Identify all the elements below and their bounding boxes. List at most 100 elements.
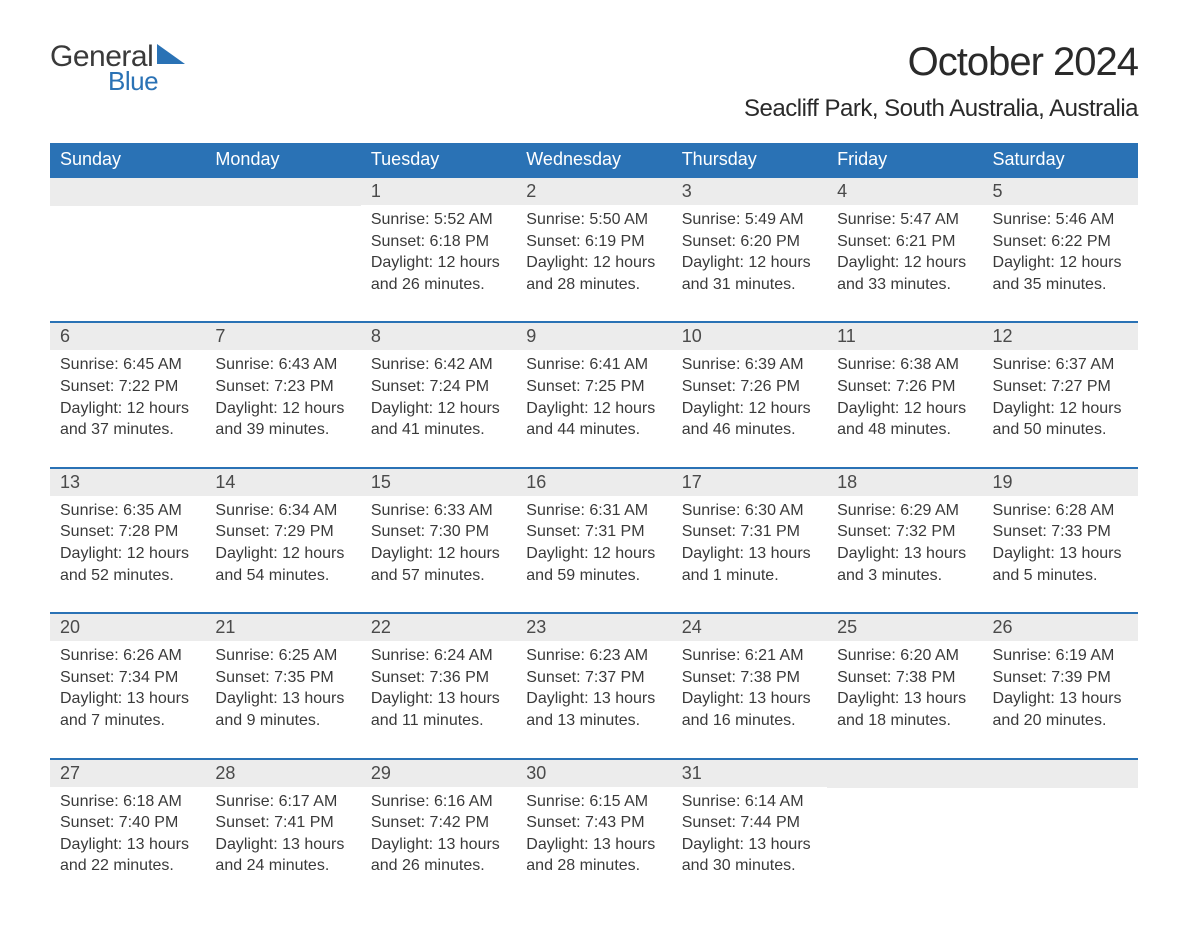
sunset-text: Sunset: 6:20 PM [682, 231, 817, 253]
day-number: 3 [672, 178, 827, 205]
calendar-cell: 12Sunrise: 6:37 AMSunset: 7:27 PMDayligh… [983, 322, 1138, 467]
day-number: 16 [516, 469, 671, 496]
sunrise-text: Sunrise: 6:25 AM [215, 645, 350, 667]
day-number: 5 [983, 178, 1138, 205]
day-number: 10 [672, 323, 827, 350]
calendar-cell: 25Sunrise: 6:20 AMSunset: 7:38 PMDayligh… [827, 613, 982, 758]
day-number: 22 [361, 614, 516, 641]
day-header: Saturday [983, 143, 1138, 177]
daylight-text: Daylight: 13 hours and 16 minutes. [682, 688, 817, 731]
day-body: Sunrise: 6:39 AMSunset: 7:26 PMDaylight:… [672, 350, 827, 466]
daylight-text: Daylight: 13 hours and 30 minutes. [682, 834, 817, 877]
calendar-cell [827, 759, 982, 903]
day-number: 11 [827, 323, 982, 350]
day-body: Sunrise: 6:21 AMSunset: 7:38 PMDaylight:… [672, 641, 827, 757]
calendar-cell: 18Sunrise: 6:29 AMSunset: 7:32 PMDayligh… [827, 468, 982, 613]
daylight-text: Daylight: 12 hours and 31 minutes. [682, 252, 817, 295]
day-number [205, 178, 360, 206]
day-body: Sunrise: 6:25 AMSunset: 7:35 PMDaylight:… [205, 641, 360, 757]
daylight-text: Daylight: 13 hours and 13 minutes. [526, 688, 661, 731]
sunrise-text: Sunrise: 6:42 AM [371, 354, 506, 376]
calendar-cell: 15Sunrise: 6:33 AMSunset: 7:30 PMDayligh… [361, 468, 516, 613]
daylight-text: Daylight: 13 hours and 22 minutes. [60, 834, 195, 877]
sunrise-text: Sunrise: 6:20 AM [837, 645, 972, 667]
sunrise-text: Sunrise: 6:45 AM [60, 354, 195, 376]
day-number: 20 [50, 614, 205, 641]
sunrise-text: Sunrise: 5:49 AM [682, 209, 817, 231]
day-number: 12 [983, 323, 1138, 350]
sunrise-text: Sunrise: 6:16 AM [371, 791, 506, 813]
sunrise-text: Sunrise: 6:28 AM [993, 500, 1128, 522]
calendar-header: SundayMondayTuesdayWednesdayThursdayFrid… [50, 143, 1138, 177]
sunrise-text: Sunrise: 6:30 AM [682, 500, 817, 522]
daylight-text: Daylight: 12 hours and 59 minutes. [526, 543, 661, 586]
day-body: Sunrise: 6:20 AMSunset: 7:38 PMDaylight:… [827, 641, 982, 757]
day-body: Sunrise: 5:49 AMSunset: 6:20 PMDaylight:… [672, 205, 827, 321]
day-number: 23 [516, 614, 671, 641]
calendar-cell: 16Sunrise: 6:31 AMSunset: 7:31 PMDayligh… [516, 468, 671, 613]
daylight-text: Daylight: 12 hours and 48 minutes. [837, 398, 972, 441]
sunset-text: Sunset: 7:36 PM [371, 667, 506, 689]
day-body: Sunrise: 6:33 AMSunset: 7:30 PMDaylight:… [361, 496, 516, 612]
day-body: Sunrise: 5:46 AMSunset: 6:22 PMDaylight:… [983, 205, 1138, 321]
daylight-text: Daylight: 12 hours and 28 minutes. [526, 252, 661, 295]
day-body: Sunrise: 6:18 AMSunset: 7:40 PMDaylight:… [50, 787, 205, 903]
day-body: Sunrise: 6:28 AMSunset: 7:33 PMDaylight:… [983, 496, 1138, 612]
day-number: 18 [827, 469, 982, 496]
day-body: Sunrise: 6:41 AMSunset: 7:25 PMDaylight:… [516, 350, 671, 466]
daylight-text: Daylight: 12 hours and 26 minutes. [371, 252, 506, 295]
calendar-cell: 30Sunrise: 6:15 AMSunset: 7:43 PMDayligh… [516, 759, 671, 903]
day-body: Sunrise: 6:31 AMSunset: 7:31 PMDaylight:… [516, 496, 671, 612]
sunset-text: Sunset: 7:26 PM [837, 376, 972, 398]
day-number: 2 [516, 178, 671, 205]
sunrise-text: Sunrise: 6:31 AM [526, 500, 661, 522]
sunrise-text: Sunrise: 5:46 AM [993, 209, 1128, 231]
sunset-text: Sunset: 7:44 PM [682, 812, 817, 834]
calendar-table: SundayMondayTuesdayWednesdayThursdayFrid… [50, 143, 1138, 903]
calendar-week: 13Sunrise: 6:35 AMSunset: 7:28 PMDayligh… [50, 468, 1138, 613]
sunrise-text: Sunrise: 6:37 AM [993, 354, 1128, 376]
calendar-cell [983, 759, 1138, 903]
sunset-text: Sunset: 7:38 PM [837, 667, 972, 689]
day-number: 30 [516, 760, 671, 787]
calendar-cell: 5Sunrise: 5:46 AMSunset: 6:22 PMDaylight… [983, 177, 1138, 322]
daylight-text: Daylight: 13 hours and 3 minutes. [837, 543, 972, 586]
logo: General Blue [50, 40, 185, 97]
day-number: 9 [516, 323, 671, 350]
day-number: 26 [983, 614, 1138, 641]
calendar-cell: 28Sunrise: 6:17 AMSunset: 7:41 PMDayligh… [205, 759, 360, 903]
month-title: October 2024 [744, 40, 1138, 85]
sunset-text: Sunset: 7:22 PM [60, 376, 195, 398]
sail-icon [157, 44, 185, 64]
sunset-text: Sunset: 7:34 PM [60, 667, 195, 689]
daylight-text: Daylight: 12 hours and 54 minutes. [215, 543, 350, 586]
sunset-text: Sunset: 7:31 PM [682, 521, 817, 543]
day-number: 25 [827, 614, 982, 641]
sunrise-text: Sunrise: 6:17 AM [215, 791, 350, 813]
sunrise-text: Sunrise: 6:18 AM [60, 791, 195, 813]
day-header: Friday [827, 143, 982, 177]
day-number [983, 760, 1138, 788]
calendar-week: 27Sunrise: 6:18 AMSunset: 7:40 PMDayligh… [50, 759, 1138, 903]
sunrise-text: Sunrise: 6:43 AM [215, 354, 350, 376]
day-body: Sunrise: 6:17 AMSunset: 7:41 PMDaylight:… [205, 787, 360, 903]
day-header: Monday [205, 143, 360, 177]
daylight-text: Daylight: 13 hours and 18 minutes. [837, 688, 972, 731]
sunrise-text: Sunrise: 6:33 AM [371, 500, 506, 522]
daylight-text: Daylight: 12 hours and 37 minutes. [60, 398, 195, 441]
calendar-cell: 11Sunrise: 6:38 AMSunset: 7:26 PMDayligh… [827, 322, 982, 467]
daylight-text: Daylight: 13 hours and 1 minute. [682, 543, 817, 586]
day-number: 28 [205, 760, 360, 787]
calendar-cell: 13Sunrise: 6:35 AMSunset: 7:28 PMDayligh… [50, 468, 205, 613]
sunrise-text: Sunrise: 6:35 AM [60, 500, 195, 522]
day-body: Sunrise: 6:38 AMSunset: 7:26 PMDaylight:… [827, 350, 982, 466]
sunset-text: Sunset: 7:39 PM [993, 667, 1128, 689]
calendar-cell: 19Sunrise: 6:28 AMSunset: 7:33 PMDayligh… [983, 468, 1138, 613]
day-number: 1 [361, 178, 516, 205]
day-body [983, 788, 1138, 878]
sunset-text: Sunset: 7:42 PM [371, 812, 506, 834]
sunrise-text: Sunrise: 6:24 AM [371, 645, 506, 667]
daylight-text: Daylight: 13 hours and 7 minutes. [60, 688, 195, 731]
sunset-text: Sunset: 7:26 PM [682, 376, 817, 398]
day-header: Wednesday [516, 143, 671, 177]
